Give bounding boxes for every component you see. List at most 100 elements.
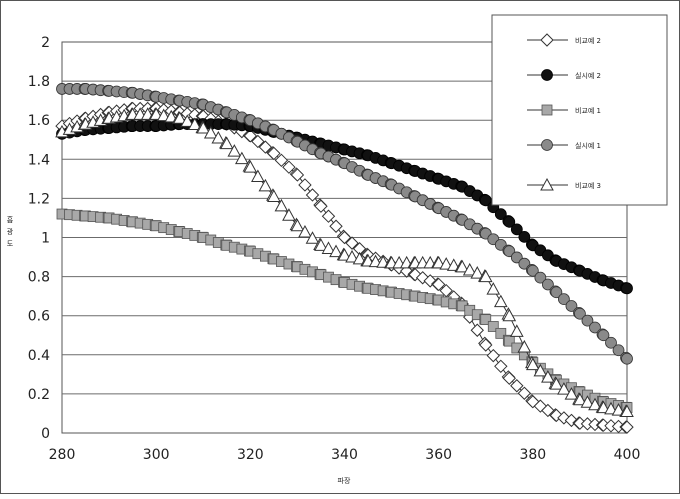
data-point	[479, 194, 492, 207]
y-axis-title-char: 흡	[7, 215, 14, 224]
data-point	[494, 208, 507, 221]
data-point	[589, 321, 601, 334]
data-point	[621, 352, 633, 365]
legend-box	[491, 14, 668, 206]
data-point	[487, 321, 499, 332]
data-point	[337, 230, 352, 245]
data-point	[550, 286, 563, 299]
data-point	[581, 314, 594, 327]
data-point	[156, 108, 171, 122]
data-point	[620, 420, 634, 434]
data-point	[509, 324, 524, 337]
data-point	[470, 266, 485, 279]
series-4	[56, 83, 633, 365]
data-point	[203, 125, 218, 139]
y-tick-label: 1.6	[28, 113, 50, 129]
data-point	[611, 403, 626, 416]
data-point	[478, 269, 493, 283]
legend-marker	[541, 104, 553, 116]
data-point	[495, 327, 507, 339]
data-point	[282, 160, 296, 174]
data-point	[314, 199, 328, 213]
data-point	[329, 244, 343, 258]
data-point	[493, 294, 508, 308]
data-point	[235, 151, 249, 165]
data-point	[345, 236, 359, 250]
data-point	[172, 111, 187, 124]
data-point	[321, 209, 336, 223]
x-tick-label: 340	[331, 447, 358, 463]
x-axis-ticks: 280 300 320 340 360 380 400	[49, 447, 641, 463]
y-tick-label: 2	[41, 35, 50, 51]
legend-entry: 비교예 1	[527, 104, 601, 116]
data-point	[541, 370, 555, 383]
data-point	[298, 178, 312, 192]
legend-entry: 실시예 2	[527, 69, 601, 81]
data-point	[518, 257, 531, 270]
data-point	[431, 277, 446, 292]
data-point	[486, 348, 500, 363]
data-point	[510, 223, 523, 236]
y-tick-label: 1.2	[28, 191, 50, 207]
data-point	[267, 146, 281, 161]
data-point	[305, 231, 320, 244]
data-point	[604, 401, 618, 415]
data-point	[180, 114, 195, 127]
legend-label: 비교예 3	[575, 181, 601, 190]
data-point	[227, 144, 242, 157]
data-point	[305, 188, 320, 202]
data-point	[557, 382, 571, 395]
data-point	[533, 363, 548, 377]
y-tick-label: 1.4	[28, 152, 50, 168]
data-point	[211, 130, 226, 144]
x-tick-label: 360	[425, 447, 452, 463]
y-tick-label: 0	[41, 426, 50, 442]
data-point	[352, 251, 367, 265]
data-point	[274, 198, 289, 212]
data-point	[486, 282, 501, 295]
data-point	[526, 264, 539, 277]
data-point	[479, 338, 493, 352]
legend-marker	[541, 69, 553, 81]
y-axis-title-char: 도	[7, 240, 14, 248]
data-point	[480, 314, 492, 326]
x-tick-label: 300	[143, 447, 170, 463]
data-point	[518, 230, 531, 243]
legend-marker	[540, 33, 554, 47]
x-tick-label: 320	[237, 447, 264, 463]
y-tick-label: 1	[41, 231, 50, 247]
data-point	[290, 168, 305, 182]
data-point	[558, 293, 570, 306]
data-point	[596, 400, 611, 414]
data-point	[510, 379, 524, 393]
data-point	[164, 109, 179, 123]
legend-entry: 비교예 3	[527, 177, 601, 191]
data-point	[494, 359, 508, 374]
data-point	[517, 386, 532, 400]
data-point	[503, 215, 516, 228]
data-point	[274, 153, 289, 168]
legend-entry: 실시예 1	[527, 139, 601, 151]
legend-label: 비교예 1	[575, 106, 601, 115]
legend-label: 실시예 2	[575, 71, 601, 80]
data-point	[446, 258, 461, 271]
x-tick-label: 280	[49, 447, 76, 463]
data-point	[580, 395, 595, 408]
data-point	[549, 377, 564, 390]
data-point	[149, 107, 164, 120]
data-point	[525, 357, 540, 371]
data-point	[573, 392, 587, 406]
y-tick-label: 0.2	[28, 387, 50, 403]
data-point	[534, 271, 547, 284]
y-tick-label: 1.8	[28, 74, 50, 90]
data-point	[470, 323, 484, 337]
x-tick-label: 400	[614, 447, 641, 463]
data-point	[243, 129, 258, 143]
x-tick-label: 380	[519, 447, 546, 463]
legend-marker	[540, 177, 554, 191]
y-axis-ticks: 0 0.2 0.4 0.6 0.8 1 1.2 1.4 1.6 1.8 2	[28, 35, 50, 442]
data-point	[258, 178, 273, 192]
series-5	[55, 107, 634, 417]
y-tick-label: 0.8	[28, 270, 50, 286]
